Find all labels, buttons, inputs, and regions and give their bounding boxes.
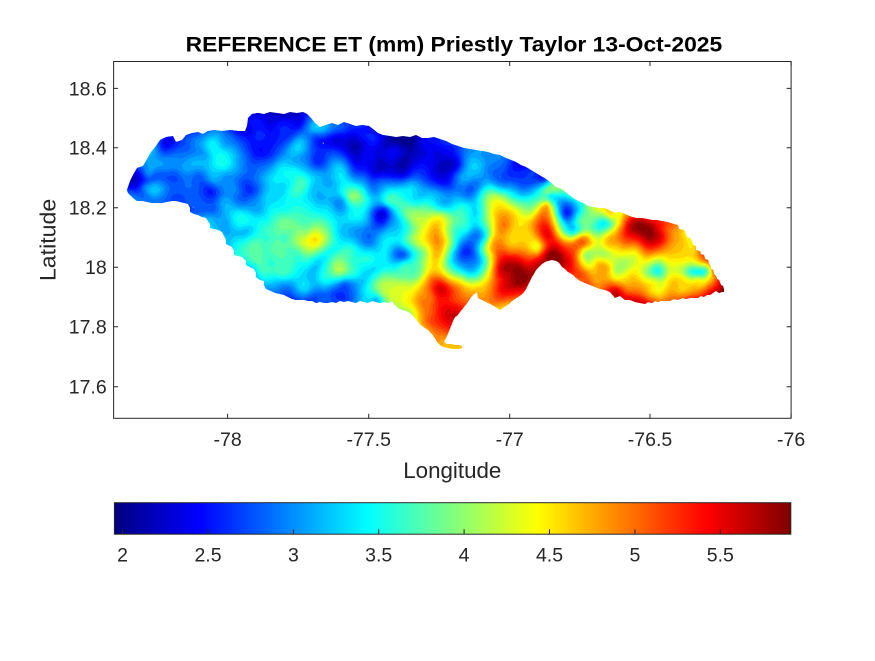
svg-text:-77.5: -77.5: [346, 429, 391, 451]
svg-text:18: 18: [85, 257, 107, 279]
svg-text:-78: -78: [214, 429, 242, 451]
svg-text:2: 2: [117, 545, 128, 567]
svg-text:3: 3: [288, 545, 299, 567]
svg-text:2.5: 2.5: [194, 545, 221, 567]
svg-text:18.2: 18.2: [69, 198, 107, 220]
svg-text:17.6: 17.6: [69, 377, 107, 399]
svg-text:17.8: 17.8: [69, 317, 107, 339]
svg-text:18.4: 18.4: [69, 138, 107, 160]
svg-text:REFERENCE ET (mm) Priestly Tay: REFERENCE ET (mm) Priestly Taylor 13-Oct…: [186, 33, 723, 57]
svg-text:Latitude: Latitude: [35, 199, 60, 281]
svg-text:18.6: 18.6: [69, 78, 107, 100]
svg-text:-77: -77: [496, 429, 524, 451]
svg-text:4.5: 4.5: [536, 545, 563, 567]
svg-text:Longitude: Longitude: [403, 458, 501, 483]
svg-text:5.5: 5.5: [707, 545, 734, 567]
svg-text:-76: -76: [777, 429, 805, 451]
svg-text:4: 4: [459, 545, 470, 567]
svg-text:3.5: 3.5: [365, 545, 392, 567]
svg-text:-76.5: -76.5: [628, 429, 673, 451]
svg-text:5: 5: [629, 545, 640, 567]
